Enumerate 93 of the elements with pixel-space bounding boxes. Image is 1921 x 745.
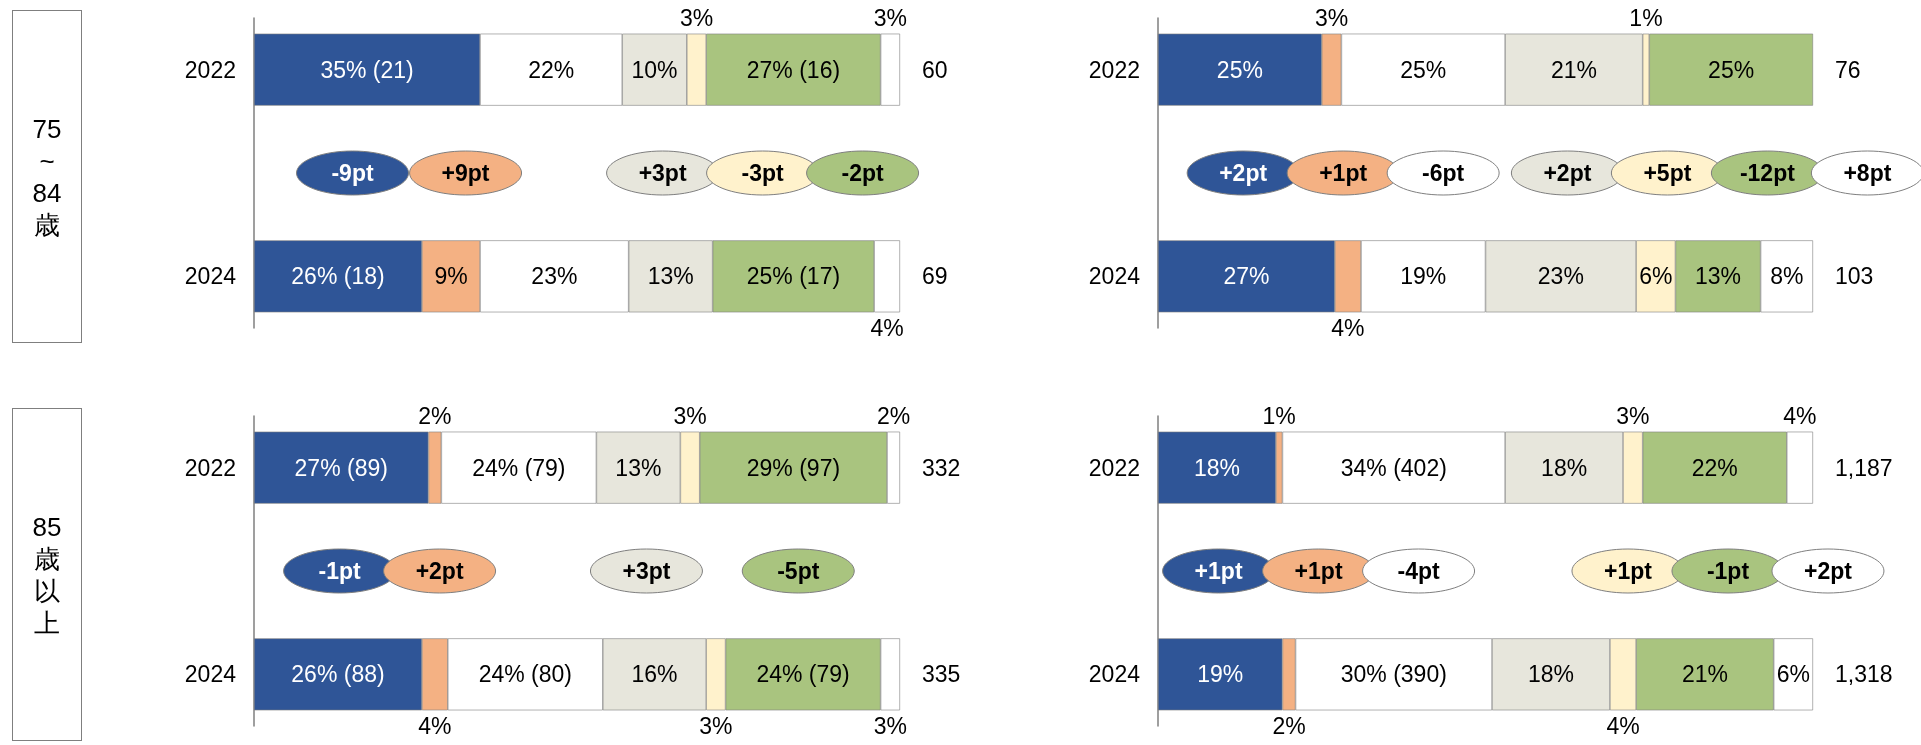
y-tick-label: 2022 bbox=[184, 454, 236, 481]
data-label: 27% (16) bbox=[746, 56, 841, 83]
data-label: 23% bbox=[1537, 263, 1584, 290]
text: +9pt bbox=[441, 160, 490, 186]
text: -4pt bbox=[1397, 558, 1440, 584]
data-label: 2% bbox=[418, 403, 452, 430]
data-label: 35% (21) bbox=[320, 56, 414, 83]
data-label: 23% bbox=[531, 263, 578, 290]
data-label: 4% bbox=[1331, 314, 1365, 341]
text: -5pt bbox=[777, 558, 820, 584]
data-label: 19% bbox=[1197, 661, 1244, 688]
text: 1,187 bbox=[1835, 454, 1893, 481]
text: +5pt bbox=[1643, 160, 1692, 186]
y-axis-title: 85歳以上 bbox=[32, 510, 62, 639]
text: +3pt bbox=[638, 160, 687, 186]
data-label: 30% (390) bbox=[1340, 661, 1447, 688]
data-label: 4% bbox=[1606, 712, 1640, 739]
text: -1pt bbox=[1706, 558, 1750, 584]
data-label: 3% bbox=[1616, 403, 1650, 430]
data-label: 4% bbox=[418, 712, 452, 739]
text: +1pt bbox=[1294, 558, 1343, 584]
text: -3pt bbox=[741, 160, 784, 186]
data-label: 21% bbox=[1550, 56, 1597, 83]
text: -2pt bbox=[841, 160, 884, 186]
data-label: 3% bbox=[699, 712, 733, 739]
data-label: 29% (97) bbox=[746, 454, 841, 481]
data-label: 6% bbox=[1639, 263, 1673, 290]
data-label: 4% bbox=[1783, 403, 1817, 430]
data-label: 8% bbox=[1770, 263, 1804, 290]
y-tick-label: 2022 bbox=[1088, 454, 1140, 481]
y-tick-label: 2024 bbox=[184, 661, 237, 688]
data-label: 24% (79) bbox=[756, 661, 850, 688]
data-label: 27% (89) bbox=[294, 454, 388, 481]
data-label: 1% bbox=[1629, 5, 1663, 32]
text: +2pt bbox=[1803, 558, 1852, 584]
y-tick-label: 2024 bbox=[1088, 263, 1141, 290]
data-label: 24% (80) bbox=[478, 661, 572, 688]
data-label: 22% bbox=[528, 56, 575, 83]
data-label: 13% bbox=[1695, 263, 1742, 290]
data-label: 25% bbox=[1708, 56, 1755, 83]
text: -12pt bbox=[1739, 160, 1795, 186]
y-tick-label: 2022 bbox=[1088, 56, 1140, 83]
data-label: 3% bbox=[679, 5, 714, 32]
data-label: 21% bbox=[1681, 661, 1728, 688]
data-label: 9% bbox=[434, 263, 468, 290]
text: 60 bbox=[922, 56, 948, 83]
text: +2pt bbox=[1219, 160, 1268, 186]
text: +2pt bbox=[415, 558, 464, 584]
data-label: 18% bbox=[1193, 454, 1240, 481]
data-label: 16% bbox=[631, 661, 678, 688]
text: -1pt bbox=[318, 558, 361, 584]
y-tick-label: 2022 bbox=[184, 56, 236, 83]
text: +8pt bbox=[1843, 160, 1892, 186]
data-label: 19% bbox=[1400, 263, 1447, 290]
data-label: 34% (402) bbox=[1340, 454, 1447, 481]
y-axis-title: 75~84歳 bbox=[32, 112, 62, 241]
data-label: 27% bbox=[1223, 263, 1270, 290]
data-label: 10% bbox=[631, 56, 678, 83]
data-label: 25% (17) bbox=[746, 263, 841, 290]
data-label: 3% bbox=[873, 712, 907, 739]
data-label: 24% (79) bbox=[472, 454, 566, 481]
data-label: 25% bbox=[1216, 56, 1263, 83]
data-label: 2% bbox=[876, 403, 911, 430]
text: 76 bbox=[1835, 56, 1861, 83]
data-label: 3% bbox=[1314, 5, 1349, 32]
data-label: 2% bbox=[1272, 712, 1306, 739]
text: +1pt bbox=[1194, 558, 1243, 584]
data-label: 25% bbox=[1400, 56, 1447, 83]
text: -6pt bbox=[1422, 160, 1465, 186]
text: 69 bbox=[922, 263, 948, 290]
data-label: 1% bbox=[1262, 403, 1296, 430]
data-label: 6% bbox=[1776, 661, 1810, 688]
text: 103 bbox=[1835, 263, 1874, 290]
data-label: 18% bbox=[1527, 661, 1575, 688]
text: +2pt bbox=[1543, 160, 1592, 186]
data-label: 3% bbox=[673, 403, 707, 430]
text: +3pt bbox=[622, 558, 671, 584]
text: 1,318 bbox=[1835, 661, 1893, 688]
data-label: 13% bbox=[615, 454, 662, 481]
data-label: 13% bbox=[647, 263, 694, 290]
text: +1pt bbox=[1319, 160, 1368, 186]
text: 332 bbox=[922, 454, 961, 481]
y-tick-label: 2024 bbox=[184, 263, 237, 290]
data-label: 3% bbox=[873, 5, 907, 32]
data-label: 26% (88) bbox=[291, 661, 385, 688]
text: -9pt bbox=[331, 160, 374, 186]
y-tick-label: 2024 bbox=[1088, 661, 1141, 688]
data-label: 26% (18) bbox=[291, 263, 385, 290]
data-label: 18% bbox=[1541, 454, 1588, 481]
data-label: 22% bbox=[1691, 454, 1738, 481]
text: +1pt bbox=[1603, 558, 1652, 584]
data-label: 4% bbox=[870, 314, 904, 341]
text: 335 bbox=[922, 661, 961, 688]
